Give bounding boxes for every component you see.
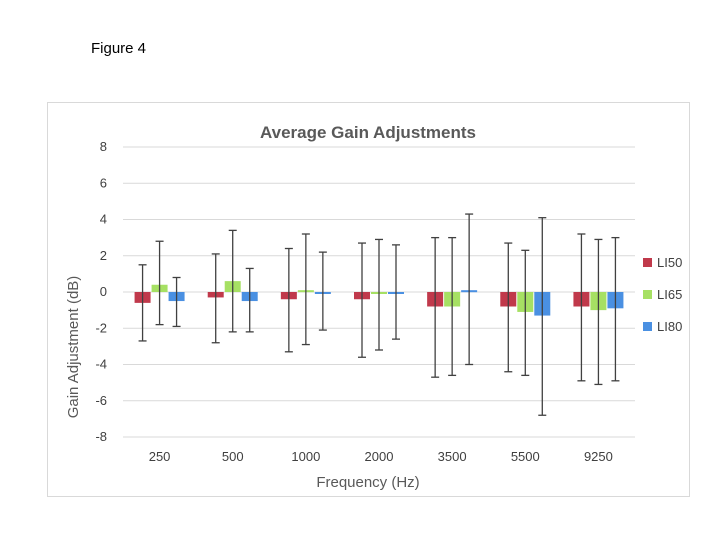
x-tick-label: 500 [222, 449, 244, 464]
error-bar-li50-2000 [358, 242, 366, 358]
error-bar-li65-1000 [301, 233, 310, 346]
figure-label: Figure 4 [91, 40, 147, 57]
x-tick-label: 2000 [365, 449, 394, 464]
error-bar-li65-500 [228, 229, 237, 333]
error-bar-li65-9250 [594, 238, 603, 386]
y-tick-label: -2 [95, 320, 107, 335]
error-bar-li80-500 [245, 267, 254, 333]
error-bar-li50-9250 [577, 233, 586, 382]
legend-swatch-li65 [643, 290, 652, 299]
y-tick-label: 8 [100, 139, 107, 154]
error-bar-li65-2000 [375, 238, 383, 351]
y-tick-labels: 8 6 4 2 0 -2 -4 -6 -8 [95, 139, 107, 444]
error-bar-li80-1000 [318, 251, 327, 331]
chart-title: Average Gain Adjustments [260, 123, 476, 142]
error-bar-li80-2000 [392, 244, 400, 340]
x-axis-title: Frequency (Hz) [316, 474, 419, 491]
y-tick-label: 0 [100, 284, 107, 299]
error-bar-li65-250 [155, 240, 164, 326]
error-bar-li50-250 [138, 264, 147, 342]
x-tick-label: 1000 [291, 449, 320, 464]
error-bar-li80-9250 [611, 236, 620, 382]
error-bar-li65-3500 [448, 236, 457, 377]
chart-frame: Average Gain Adjustments 8 6 4 2 0 -2 -4 -6 -8 2… [47, 102, 690, 497]
y-tick-label: 2 [100, 248, 107, 263]
legend-label-li80: LI80 [657, 319, 682, 334]
error-bar-li80-3500 [465, 213, 474, 366]
y-axis-title: Gain Adjustment (dB) [65, 276, 82, 419]
error-bar-li50-500 [211, 253, 220, 344]
error-bar-li50-5500 [504, 242, 513, 373]
legend-swatch-li80 [643, 322, 652, 331]
y-tick-label: 4 [100, 212, 107, 227]
error-bar-li80-250 [172, 276, 181, 328]
x-tick-labels: 250 500 1000 2000 3500 5500 9250 [149, 449, 613, 464]
x-tick-label: 3500 [438, 449, 467, 464]
error-bar-li80-5500 [538, 217, 547, 416]
error-bars [138, 213, 620, 416]
legend: LI50 LI65 LI80 [643, 255, 682, 334]
y-tick-label: -6 [95, 393, 107, 408]
error-bar-li65-5500 [521, 249, 530, 377]
error-bar-li50-3500 [431, 236, 440, 378]
y-tick-label: -8 [95, 429, 107, 444]
legend-swatch-li50 [643, 258, 652, 267]
error-bar-li50-1000 [284, 247, 293, 353]
legend-label-li50: LI50 [657, 255, 682, 270]
x-tick-label: 5500 [511, 449, 540, 464]
y-tick-label: 6 [100, 175, 107, 190]
chart: Average Gain Adjustments 8 6 4 2 0 -2 -4 -6 -8 2… [65, 123, 682, 491]
x-tick-label: 9250 [584, 449, 613, 464]
x-tick-label: 250 [149, 449, 171, 464]
legend-label-li65: LI65 [657, 287, 682, 302]
y-tick-label: -4 [95, 357, 107, 372]
